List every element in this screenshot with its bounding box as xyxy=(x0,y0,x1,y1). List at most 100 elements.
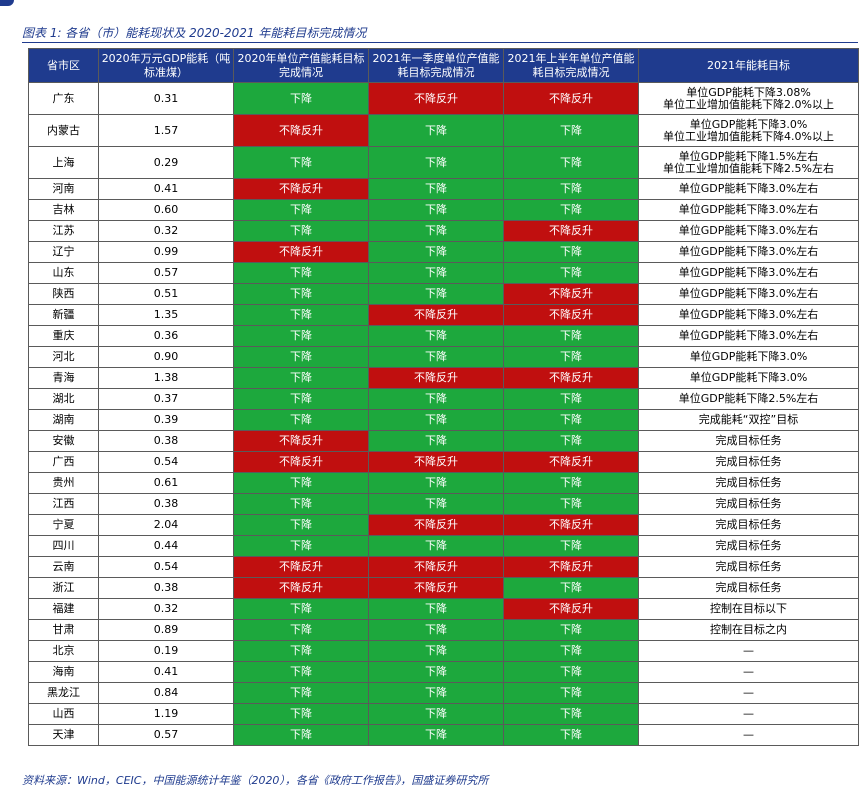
status-cell: 下降 xyxy=(368,409,504,431)
header-target-2021: 2021年能耗目标 xyxy=(638,48,859,83)
status-cell: 下降 xyxy=(233,199,369,221)
table-body: 广东 0.31 下降 不降反升 不降反升 单位GDP能耗下降3.08% 单位工业增加值能耗… xyxy=(28,82,859,746)
table-row: 甘肃 0.89 下降 下降 下降 控制在目标之内 xyxy=(28,619,859,641)
target-cell: 完成目标任务 xyxy=(638,493,859,515)
status-cell: 不降反升 xyxy=(233,430,369,452)
status-cell: 下降 xyxy=(503,577,639,599)
status-cell: 下降 xyxy=(503,472,639,494)
energy-value-cell: 0.51 xyxy=(98,283,234,305)
status-cell: 不降反升 xyxy=(233,178,369,200)
status-cell: 下降 xyxy=(503,724,639,746)
energy-table: 省市区 2020年万元GDP能耗（吨标准煤） 2020年单位产值能耗目标完成情况… xyxy=(28,48,859,746)
status-cell: 下降 xyxy=(233,146,369,179)
status-cell: 下降 xyxy=(503,703,639,725)
status-cell: 下降 xyxy=(368,472,504,494)
target-cell: 单位GDP能耗下降3.0%左右 xyxy=(638,325,859,347)
status-cell: 下降 xyxy=(503,325,639,347)
status-cell: 不降反升 xyxy=(368,514,504,536)
province-cell: 浙江 xyxy=(28,577,99,599)
status-cell: 下降 xyxy=(368,325,504,347)
target-cell: — xyxy=(638,724,859,746)
target-cell: 完成目标任务 xyxy=(638,556,859,578)
energy-value-cell: 0.37 xyxy=(98,388,234,410)
status-cell: 下降 xyxy=(233,283,369,305)
energy-value-cell: 0.57 xyxy=(98,724,234,746)
status-cell: 下降 xyxy=(503,682,639,704)
status-cell: 不降反升 xyxy=(368,82,504,115)
status-cell: 下降 xyxy=(368,430,504,452)
target-cell: 完成能耗“双控”目标 xyxy=(638,409,859,431)
table-row: 江苏 0.32 下降 下降 不降反升 单位GDP能耗下降3.0%左右 xyxy=(28,220,859,242)
status-cell: 下降 xyxy=(503,146,639,179)
status-cell: 下降 xyxy=(233,304,369,326)
target-cell: 单位GDP能耗下降2.5%左右 xyxy=(638,388,859,410)
status-cell: 下降 xyxy=(368,682,504,704)
title-divider xyxy=(22,42,858,43)
province-cell: 广东 xyxy=(28,82,99,115)
status-cell: 下降 xyxy=(233,82,369,115)
header-status-h1-2021: 2021年上半年单位产值能耗目标完成情况 xyxy=(503,48,639,83)
target-cell: 单位GDP能耗下降3.0%左右 xyxy=(638,178,859,200)
table-row: 陕西 0.51 下降 下降 不降反升 单位GDP能耗下降3.0%左右 xyxy=(28,283,859,305)
energy-value-cell: 0.38 xyxy=(98,577,234,599)
province-cell: 江苏 xyxy=(28,220,99,242)
table-row: 天津 0.57 下降 下降 下降 — xyxy=(28,724,859,746)
energy-value-cell: 0.44 xyxy=(98,535,234,557)
province-cell: 天津 xyxy=(28,724,99,746)
status-cell: 下降 xyxy=(368,493,504,515)
status-cell: 下降 xyxy=(233,493,369,515)
table-row: 河北 0.90 下降 下降 下降 单位GDP能耗下降3.0% xyxy=(28,346,859,368)
target-cell: 完成目标任务 xyxy=(638,577,859,599)
status-cell: 下降 xyxy=(233,367,369,389)
energy-value-cell: 0.89 xyxy=(98,619,234,641)
energy-value-cell: 1.19 xyxy=(98,703,234,725)
status-cell: 下降 xyxy=(368,388,504,410)
table-row: 河南 0.41 不降反升 下降 下降 单位GDP能耗下降3.0%左右 xyxy=(28,178,859,200)
status-cell: 不降反升 xyxy=(503,556,639,578)
header-accent-mark xyxy=(0,0,14,6)
status-cell: 下降 xyxy=(368,220,504,242)
status-cell: 不降反升 xyxy=(503,598,639,620)
target-cell: 完成目标任务 xyxy=(638,535,859,557)
energy-value-cell: 0.90 xyxy=(98,346,234,368)
status-cell: 下降 xyxy=(233,262,369,284)
status-cell: 下降 xyxy=(503,241,639,263)
status-cell: 下降 xyxy=(368,640,504,662)
status-cell: 下降 xyxy=(368,619,504,641)
status-cell: 下降 xyxy=(503,493,639,515)
target-cell: 单位GDP能耗下降3.0% xyxy=(638,346,859,368)
table-row: 北京 0.19 下降 下降 下降 — xyxy=(28,640,859,662)
status-cell: 下降 xyxy=(233,409,369,431)
target-cell: 单位GDP能耗下降3.0%左右 xyxy=(638,220,859,242)
target-cell: — xyxy=(638,661,859,683)
status-cell: 不降反升 xyxy=(368,451,504,473)
energy-value-cell: 0.32 xyxy=(98,220,234,242)
energy-value-cell: 0.19 xyxy=(98,640,234,662)
header-status-q1-2021: 2021年一季度单位产值能耗目标完成情况 xyxy=(368,48,504,83)
status-cell: 不降反升 xyxy=(368,367,504,389)
target-cell: 单位GDP能耗下降3.0%左右 xyxy=(638,241,859,263)
status-cell: 下降 xyxy=(368,724,504,746)
energy-value-cell: 1.35 xyxy=(98,304,234,326)
status-cell: 下降 xyxy=(368,598,504,620)
table-row: 山东 0.57 下降 下降 下降 单位GDP能耗下降3.0%左右 xyxy=(28,262,859,284)
status-cell: 下降 xyxy=(503,409,639,431)
province-cell: 上海 xyxy=(28,146,99,179)
status-cell: 下降 xyxy=(368,114,504,147)
status-cell: 不降反升 xyxy=(233,556,369,578)
province-cell: 安徽 xyxy=(28,430,99,452)
status-cell: 下降 xyxy=(503,262,639,284)
target-cell: 完成目标任务 xyxy=(638,472,859,494)
table-row: 贵州 0.61 下降 下降 下降 完成目标任务 xyxy=(28,472,859,494)
status-cell: 不降反升 xyxy=(368,577,504,599)
province-cell: 陕西 xyxy=(28,283,99,305)
status-cell: 不降反升 xyxy=(233,451,369,473)
status-cell: 下降 xyxy=(368,199,504,221)
energy-value-cell: 1.38 xyxy=(98,367,234,389)
province-cell: 黑龙江 xyxy=(28,682,99,704)
status-cell: 下降 xyxy=(503,388,639,410)
status-cell: 下降 xyxy=(233,325,369,347)
table-row: 新疆 1.35 下降 不降反升 不降反升 单位GDP能耗下降3.0%左右 xyxy=(28,304,859,326)
province-cell: 福建 xyxy=(28,598,99,620)
energy-value-cell: 0.54 xyxy=(98,451,234,473)
